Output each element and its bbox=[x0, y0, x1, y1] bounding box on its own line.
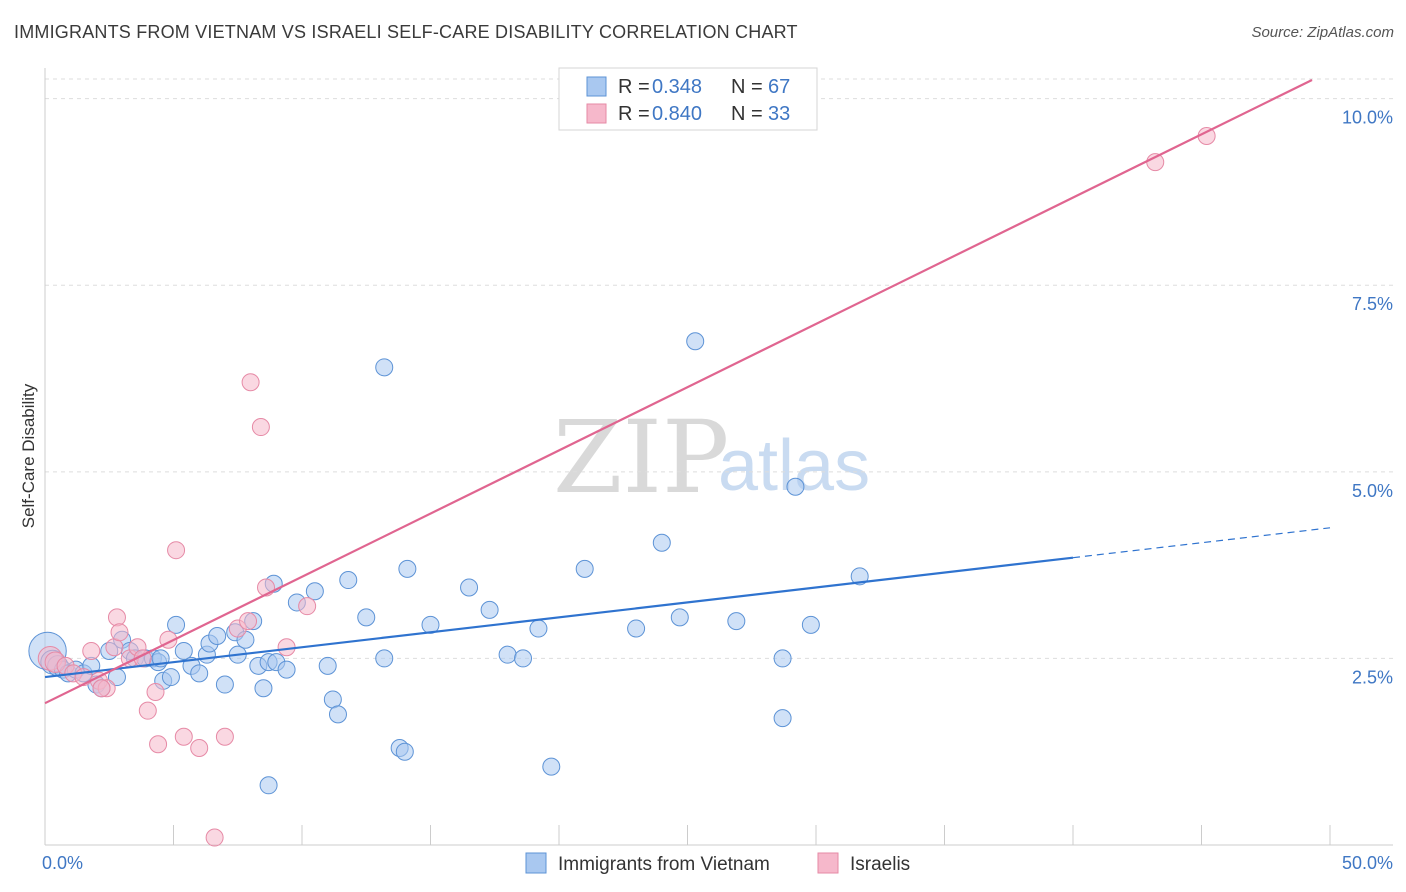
point-blue-50 bbox=[398, 559, 417, 578]
point-blue-22 bbox=[174, 641, 193, 660]
x-tick-label-0: 0.0% bbox=[42, 853, 83, 873]
point-blue-62 bbox=[686, 332, 705, 351]
point-pink-22 bbox=[215, 727, 234, 746]
legend-swatch-israelis bbox=[586, 103, 607, 124]
point-blue-56 bbox=[529, 619, 548, 638]
bottom-legend-label-vietnam: Immigrants from Vietnam bbox=[558, 854, 770, 875]
point-blue-63 bbox=[727, 612, 746, 631]
point-blue-68 bbox=[850, 567, 869, 586]
legend-r-value-1: 0.348 bbox=[652, 76, 702, 98]
y-tick-labels: 2.5% 5.0% 7.5% 10.0% bbox=[1342, 108, 1393, 688]
point-blue-27 bbox=[208, 627, 227, 646]
legend: R = 0.348 N = 67 R = 0.840 N = 33 bbox=[558, 67, 818, 131]
x-tick-labels: 0.0% 50.0% bbox=[42, 853, 1393, 873]
point-pink-9 bbox=[107, 608, 126, 627]
point-blue-24 bbox=[190, 664, 209, 683]
point-blue-46 bbox=[375, 358, 394, 377]
trendline-vietnam-extension bbox=[1072, 527, 1331, 559]
point-blue-53 bbox=[480, 600, 499, 619]
point-blue-47 bbox=[375, 649, 394, 668]
point-blue-49 bbox=[395, 742, 414, 761]
point-pink-29 bbox=[298, 597, 317, 616]
point-blue-69 bbox=[259, 776, 278, 795]
point-blue-21 bbox=[167, 615, 186, 634]
y-tick-label-0: 2.5% bbox=[1352, 667, 1393, 687]
point-pink-19 bbox=[174, 727, 193, 746]
legend-r-label-1: R = bbox=[618, 76, 650, 98]
point-blue-61 bbox=[670, 608, 689, 627]
y-tick-label-1: 5.0% bbox=[1352, 481, 1393, 501]
point-pink-25 bbox=[241, 373, 260, 392]
point-pink-20 bbox=[190, 738, 209, 757]
point-blue-38 bbox=[277, 660, 296, 679]
point-blue-60 bbox=[652, 533, 671, 552]
point-blue-52 bbox=[460, 578, 479, 597]
chart-title: IMMIGRANTS FROM VIETNAM VS ISRAELI SELF-… bbox=[14, 22, 798, 42]
x-tick-label-1: 50.0% bbox=[1342, 853, 1393, 873]
y-tick-label-3: 10.0% bbox=[1342, 108, 1393, 128]
legend-r-label-2: R = bbox=[618, 103, 650, 125]
legend-n-label-1: N = bbox=[731, 76, 763, 98]
point-blue-42 bbox=[323, 690, 342, 709]
point-pink-8 bbox=[105, 638, 124, 657]
y-axis-title: Self-Care Disability bbox=[19, 383, 38, 528]
point-pink-15 bbox=[146, 683, 165, 701]
bottom-legend-swatch-vietnam bbox=[525, 852, 547, 874]
point-blue-20 bbox=[161, 668, 180, 687]
x-ticks bbox=[44, 825, 1331, 845]
trendline-vietnam bbox=[44, 556, 1074, 679]
legend-r-value-2: 0.840 bbox=[652, 103, 702, 125]
source-label: Source: ZipAtlas.com bbox=[1251, 24, 1394, 41]
point-pink-21 bbox=[205, 828, 224, 847]
point-pink-10 bbox=[110, 623, 129, 642]
point-blue-43 bbox=[328, 705, 347, 724]
point-pink-24 bbox=[239, 612, 258, 631]
point-blue-66 bbox=[786, 477, 805, 496]
y-tick-label-2: 7.5% bbox=[1352, 294, 1393, 314]
point-blue-59 bbox=[627, 619, 646, 638]
point-pink-32 bbox=[92, 679, 111, 698]
watermark: ZIP atlas bbox=[553, 399, 870, 516]
bottom-legend: Immigrants from Vietnam Israelis bbox=[525, 852, 910, 875]
point-blue-28 bbox=[215, 675, 234, 694]
point-blue-34 bbox=[254, 679, 273, 698]
point-blue-57 bbox=[542, 757, 561, 776]
point-blue-64 bbox=[773, 649, 792, 668]
watermark-zip: ZIP bbox=[553, 399, 729, 516]
legend-n-label-2: N = bbox=[731, 103, 763, 125]
point-blue-55 bbox=[514, 649, 533, 668]
bottom-legend-swatch-israelis bbox=[817, 852, 839, 874]
point-pink-18 bbox=[167, 541, 186, 560]
point-pink-14 bbox=[138, 701, 157, 720]
point-pink-16 bbox=[149, 735, 168, 754]
point-blue-45 bbox=[357, 608, 376, 627]
point-blue-44 bbox=[339, 571, 358, 590]
point-blue-67 bbox=[801, 615, 820, 634]
point-pink-5 bbox=[82, 641, 101, 660]
point-blue-41 bbox=[318, 656, 337, 675]
legend-n-value-2: 33 bbox=[768, 103, 790, 125]
trendlines bbox=[44, 79, 1331, 705]
series-vietnam-points bbox=[28, 332, 869, 795]
point-blue-58 bbox=[575, 559, 594, 578]
bottom-legend-label-israelis: Israelis bbox=[850, 854, 910, 875]
point-blue-40 bbox=[305, 582, 324, 601]
legend-n-value-1: 67 bbox=[768, 76, 790, 98]
point-blue-54 bbox=[498, 645, 517, 664]
series-israelis-points bbox=[37, 126, 1216, 847]
point-blue-65 bbox=[773, 709, 792, 728]
trendline-israelis bbox=[44, 79, 1313, 705]
legend-swatch-vietnam bbox=[586, 76, 607, 97]
point-pink-26 bbox=[251, 418, 270, 437]
grid-lines bbox=[45, 78, 1393, 659]
axes bbox=[44, 68, 1393, 846]
